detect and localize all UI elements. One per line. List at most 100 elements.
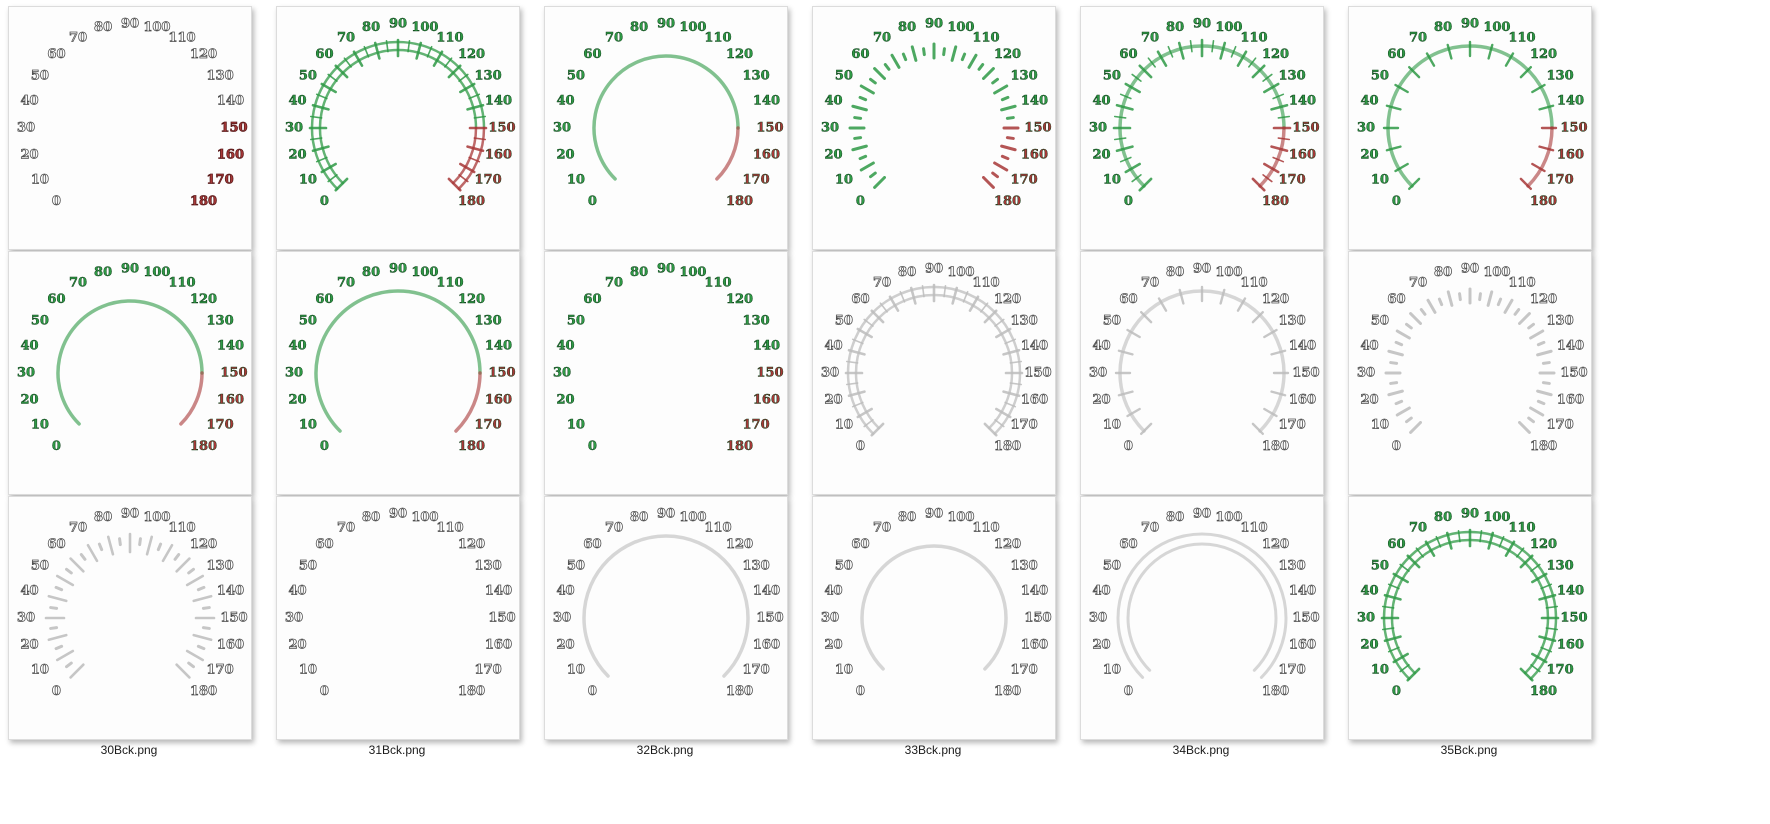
scale-label: 110: [168, 30, 195, 45]
file-tile[interactable]: 0 10 20 30 40 50 60 70 80 90 100 110 120 130 140 150 160…: [268, 0, 536, 273]
gauge-thumbnail[interactable]: 0 10 20 30 40 50 60 70 80 90 100 110 120 130 140 150 160…: [544, 251, 788, 495]
gauge-thumbnail[interactable]: 0 10 20 30 40 50 60 70 80 90 100 110 120 130 140 150 160…: [276, 496, 520, 740]
scale-label: 80: [1166, 20, 1184, 35]
gauge-thumbnail[interactable]: 0 10 20 30 40 50 60 70 80 90 100 110 120 130 140 150 160…: [1080, 6, 1324, 250]
scale-label: 150: [756, 611, 783, 626]
file-tile[interactable]: 0 10 20 30 40 50 60 70 80 90 100 110 120 130 140 150 160…: [804, 490, 1072, 763]
gauge-thumbnail[interactable]: 0 10 20 30 40 50 60 70 80 90 100 110 120 130 140 150 160…: [8, 6, 252, 250]
scale-label: 0: [588, 194, 597, 209]
file-tile[interactable]: 0 10 20 30 40 50 60 70 80 90 100 110 120 130 140 150 160…: [0, 490, 268, 763]
file-name-label[interactable]: 30Bck.png: [100, 743, 158, 757]
scale-label: 170: [1546, 173, 1573, 188]
gauge-thumbnail[interactable]: 0 10 20 30 40 50 60 70 80 90 100 110 120 130 140 150 160…: [8, 496, 252, 740]
gauge-thumbnail[interactable]: 0 10 20 30 40 50 60 70 80 90 100 110 120 130 140 150 160…: [1080, 251, 1324, 495]
file-name-label[interactable]: 32Bck.png: [636, 743, 694, 757]
scale-label: 30: [553, 366, 571, 381]
file-tile[interactable]: 0 10 20 30 40 50 60 70 80 90 100 110 120 130 140 150 160…: [536, 245, 804, 518]
major-tick: [859, 84, 875, 95]
gauge-thumbnail[interactable]: 0 10 20 30 40 50 60 70 80 90 100 110 120 130 140 150 160…: [812, 496, 1056, 740]
major-tick: [69, 663, 85, 679]
major-tick: [352, 50, 364, 67]
major-tick: [1270, 145, 1289, 153]
scale-label: 160: [1289, 392, 1316, 407]
minor-tick: [942, 47, 946, 57]
minor-tick: [1405, 322, 1413, 330]
file-tile[interactable]: 0 10 20 30 40 50 60 70 80 90 100 110 120 130 140 150 160…: [1072, 245, 1340, 518]
file-name-label[interactable]: 33Bck.png: [904, 743, 962, 757]
scale-label: 40: [288, 339, 306, 354]
scale-label: 110: [704, 275, 731, 290]
scale-label: 40: [824, 94, 842, 109]
gauge-thumbnail[interactable]: 0 10 20 30 40 50 60 70 80 90 100 110 120 130 140 150 160…: [544, 6, 788, 250]
scale-label: 40: [20, 584, 38, 599]
scale-label: 50: [31, 559, 49, 574]
file-tile[interactable]: 0 10 20 30 40 50 60 70 80 90 100 110 120 130 140 150 160…: [1072, 0, 1340, 273]
major-tick: [1387, 389, 1404, 397]
file-tile[interactable]: 0 10 20 30 40 50 60 70 80 90 100 110 120 130 140 150 160…: [0, 0, 268, 273]
file-tile[interactable]: 0 10 20 30 40 50 60 70 80 90 100 110 120 130 140 150 160…: [1340, 245, 1608, 518]
scale-label: 120: [1262, 292, 1289, 307]
scale-label: 20: [288, 147, 306, 162]
file-tile[interactable]: 0 10 20 30 40 50 60 70 80 90 100 110 120 130 140 150 160…: [1340, 0, 1608, 273]
major-tick: [1392, 652, 1409, 664]
major-tick: [1157, 297, 1168, 312]
gauge-thumbnail[interactable]: 0 10 20 30 40 50 60 70 80 90 100 110 120 130 140 150 160…: [544, 496, 788, 740]
gauge-thumbnail[interactable]: 0 10 20 30 40 50 60 70 80 90 100 110 120 130 140 150 160…: [276, 251, 520, 495]
scale-label: 40: [288, 584, 306, 599]
file-tile[interactable]: 0 10 20 30 40 50 60 70 80 90 100 110 120 130 140 150 160…: [0, 245, 268, 518]
scale-label: 20: [824, 147, 842, 162]
scale-label: 80: [1434, 265, 1452, 280]
file-tile[interactable]: 0 10 20 30 40 50 60 70 80 90 100 110 120 130 140 150 160…: [1072, 490, 1340, 763]
scale-label: 160: [1021, 392, 1048, 407]
file-tile[interactable]: 0 10 20 30 40 50 60 70 80 90 100 110 120 130 140 150 160…: [804, 0, 1072, 273]
major-tick: [86, 543, 99, 563]
scale-label: 140: [1557, 584, 1584, 599]
major-tick: [995, 407, 1012, 419]
minor-tick: [1262, 174, 1273, 183]
gauge-thumbnail[interactable]: 0 10 20 30 40 50 60 70 80 90 100 110 120 130 140 150 160…: [812, 251, 1056, 495]
major-tick: [993, 161, 1009, 172]
scale-label: 100: [411, 20, 438, 35]
file-tile[interactable]: 0 10 20 30 40 50 60 70 80 90 100 110 120 130 140 150 160…: [1340, 490, 1608, 763]
scale-label: 60: [851, 47, 869, 62]
scale-label: 20: [20, 392, 38, 407]
gauge-thumbnail[interactable]: 0 10 20 30 40 50 60 70 80 90 100 110 120 130 140 150 160…: [1348, 6, 1592, 250]
scale-label: 0: [52, 684, 61, 699]
gauge-thumbnail[interactable]: 0 10 20 30 40 50 60 70 80 90 100 110 120 130 140 150 160…: [276, 6, 520, 250]
scale-label: 0: [588, 439, 597, 454]
scale-label: 110: [1508, 275, 1535, 290]
file-name-label[interactable]: 35Bck.png: [1440, 743, 1498, 757]
scale-label: 160: [485, 392, 512, 407]
minor-tick: [851, 338, 864, 345]
scale-label: 160: [485, 147, 512, 162]
file-tile[interactable]: 0 10 20 30 40 50 60 70 80 90 100 110 120 130 140 150 160…: [536, 0, 804, 273]
major-tick: [1383, 635, 1402, 643]
scale-label: 120: [994, 47, 1021, 62]
file-tile[interactable]: 0 10 20 30 40 50 60 70 80 90 100 110 120 130 140 150 160…: [536, 490, 804, 763]
gauge-thumbnail[interactable]: 0 10 20 30 40 50 60 70 80 90 100 110 120 130 140 150 160…: [8, 251, 252, 495]
scale-label: 0: [588, 684, 597, 699]
major-tick: [192, 594, 213, 603]
scale-label: 180: [1530, 684, 1557, 699]
major-tick: [1424, 540, 1436, 557]
file-name-label[interactable]: 34Bck.png: [1172, 743, 1230, 757]
gauge-thumbnail[interactable]: 0 10 20 30 40 50 60 70 80 90 100 110 120 130 140 150 160…: [812, 6, 1056, 250]
file-tile[interactable]: 0 10 20 30 40 50 60 70 80 90 100 110 120 130 140 150 160…: [268, 490, 536, 763]
file-name-label[interactable]: 31Bck.png: [368, 743, 426, 757]
scale-label: 150: [1560, 611, 1587, 626]
minor-tick: [343, 57, 352, 68]
gauge-thumbnail[interactable]: 0 10 20 30 40 50 60 70 80 90 100 110 120 130 140 150 160…: [1348, 251, 1592, 495]
minor-tick: [869, 77, 877, 85]
major-tick: [1518, 421, 1531, 434]
scale-label: 140: [485, 584, 512, 599]
gauge-thumbnail[interactable]: 0 10 20 30 40 50 60 70 80 90 100 110 120 130 140 150 160…: [1080, 496, 1324, 740]
file-tile[interactable]: 0 10 20 30 40 50 60 70 80 90 100 110 120 130 140 150 160…: [804, 245, 1072, 518]
scale-label: 150: [220, 121, 247, 136]
file-tile[interactable]: 0 10 20 30 40 50 60 70 80 90 100 110 120 130 140 150 160…: [268, 245, 536, 518]
minor-tick: [1119, 156, 1132, 163]
gauge-thumbnail[interactable]: 0 10 20 30 40 50 60 70 80 90 100 110 120 130 140 150 160…: [1348, 496, 1592, 740]
scale-label: 150: [1292, 121, 1319, 136]
scale-label: 110: [436, 30, 463, 45]
